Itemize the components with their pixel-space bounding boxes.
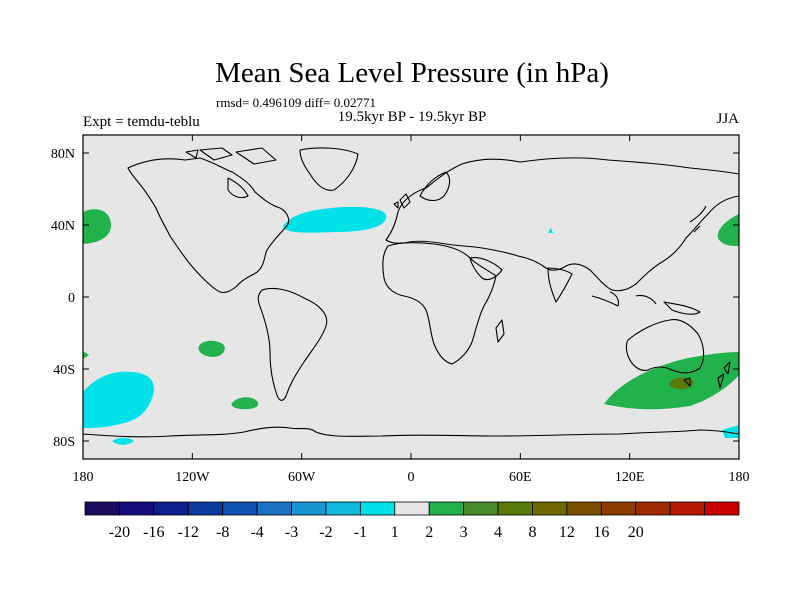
south-of-australia-core [669, 377, 694, 390]
north-pacific-east-positive [83, 209, 112, 244]
greenland-coastline [299, 147, 359, 191]
y-tick-label: 40N [51, 219, 75, 234]
colorbar-label: 4 [494, 524, 502, 541]
ross-sea-negative [722, 425, 739, 438]
colorbar-label: -16 [143, 524, 164, 541]
south-atlantic-positive [231, 397, 259, 410]
colorbar-swatch [497, 501, 533, 516]
chart-title: Mean Sea Level Pressure (in hPa) [215, 57, 609, 89]
colorbar-label: 12 [559, 524, 575, 541]
arabia-coastline [469, 257, 503, 281]
colorbar-label: -20 [109, 524, 130, 541]
colorbar-label: 16 [593, 524, 609, 541]
hudson-bay-coastline [227, 177, 249, 199]
madagascar-coastline [495, 319, 505, 343]
colorbar-label: -8 [216, 524, 229, 541]
subtitle: 19.5kyr BP - 19.5kyr BP [338, 109, 487, 125]
colorbar-swatch [119, 501, 155, 516]
africa-coastline [382, 242, 497, 365]
colorbar-label: -1 [354, 524, 367, 541]
antarctic-pacific-negative [112, 438, 134, 445]
colorbar-swatch [256, 501, 292, 516]
colorbar-swatch [187, 501, 224, 516]
colorbar-labels: -20 -16 -12 -8 -4 -3 -2 -1 1 2 3 4 8 12 16 20 [109, 524, 644, 541]
colorbar-label: -4 [250, 524, 263, 541]
y-tick-label: 40S [53, 363, 75, 378]
colorbar-label: 3 [460, 524, 468, 541]
colorbar-swatch [84, 501, 120, 516]
anomaly-layer [83, 206, 739, 445]
colorbar-label: -12 [178, 524, 199, 541]
colorbar-swatch [428, 501, 465, 516]
colorbar-swatch [532, 501, 568, 516]
tasmania-coastline [683, 377, 691, 387]
colorbar-swatch [153, 501, 189, 516]
arctic-islands-coastline [185, 147, 277, 165]
southeast-pacific-positive [198, 340, 225, 357]
colorbar-swatch [600, 501, 637, 516]
colorbar-swatch [463, 501, 499, 516]
x-tick-label: 120E [615, 470, 645, 485]
colorbar-swatch [566, 501, 602, 516]
colorbar-swatch [222, 501, 258, 516]
north-pacific-west-positive [717, 214, 739, 246]
colorbar-label: 8 [528, 524, 536, 541]
y-tick-label: 0 [68, 291, 75, 306]
north-atlantic-negative [283, 206, 387, 233]
southern-indian-ocean-positive [604, 352, 739, 410]
map-background [83, 135, 739, 459]
colorbar-swatch [704, 501, 740, 516]
colorbar-swatch [394, 501, 430, 516]
x-axis: 180 120W 60W 0 60E 120E 180 [73, 135, 750, 485]
south-pacific-negative [83, 371, 154, 428]
south-america-coastline [257, 287, 328, 401]
antarctica-coastline [83, 426, 739, 438]
north-america-coastline [127, 157, 290, 294]
southeast-asia-islands-coastline [591, 291, 701, 315]
colorbar-label: 1 [391, 524, 399, 541]
south-pacific-edge-positive [83, 351, 89, 359]
british-isles-coastline [393, 193, 411, 209]
colorbar-label: 20 [628, 524, 644, 541]
y-axis: 80N 40N 0 40S 80S [51, 147, 739, 450]
colorbar-label: -3 [285, 524, 298, 541]
right-label: JJA [716, 111, 739, 127]
left-label: Expt = temdu-teblu [83, 114, 200, 130]
eurasia-coastline [385, 157, 739, 292]
australia-coastline [625, 319, 705, 374]
colorbar-label: -2 [319, 524, 332, 541]
stats-text: rmsd= 0.496109 diff= 0.02771 [216, 95, 376, 110]
coastlines [83, 147, 739, 438]
colorbar-swatch [359, 501, 396, 516]
colorbar-swatch [635, 501, 671, 516]
colorbar-label: 2 [425, 524, 433, 541]
map-plot [83, 135, 739, 459]
x-tick-label: 120W [175, 470, 210, 485]
india-coastline [547, 267, 573, 303]
colorbar-swatch [291, 501, 327, 516]
colorbar-swatch [669, 501, 705, 516]
x-tick-label: 60E [509, 470, 532, 485]
x-tick-label: 0 [408, 470, 415, 485]
x-tick-label: 60W [288, 470, 316, 485]
y-tick-label: 80N [51, 147, 75, 162]
central-asia-negative [548, 228, 553, 233]
scandinavia-coastline [419, 171, 451, 202]
x-tick-label: 180 [73, 470, 94, 485]
colorbar-swatch [325, 501, 361, 516]
japan-coastline [689, 205, 707, 233]
new-zealand-coastline [717, 361, 731, 389]
x-tick-label: 180 [729, 470, 750, 485]
colorbar [84, 501, 740, 516]
y-tick-label: 80S [53, 435, 75, 450]
